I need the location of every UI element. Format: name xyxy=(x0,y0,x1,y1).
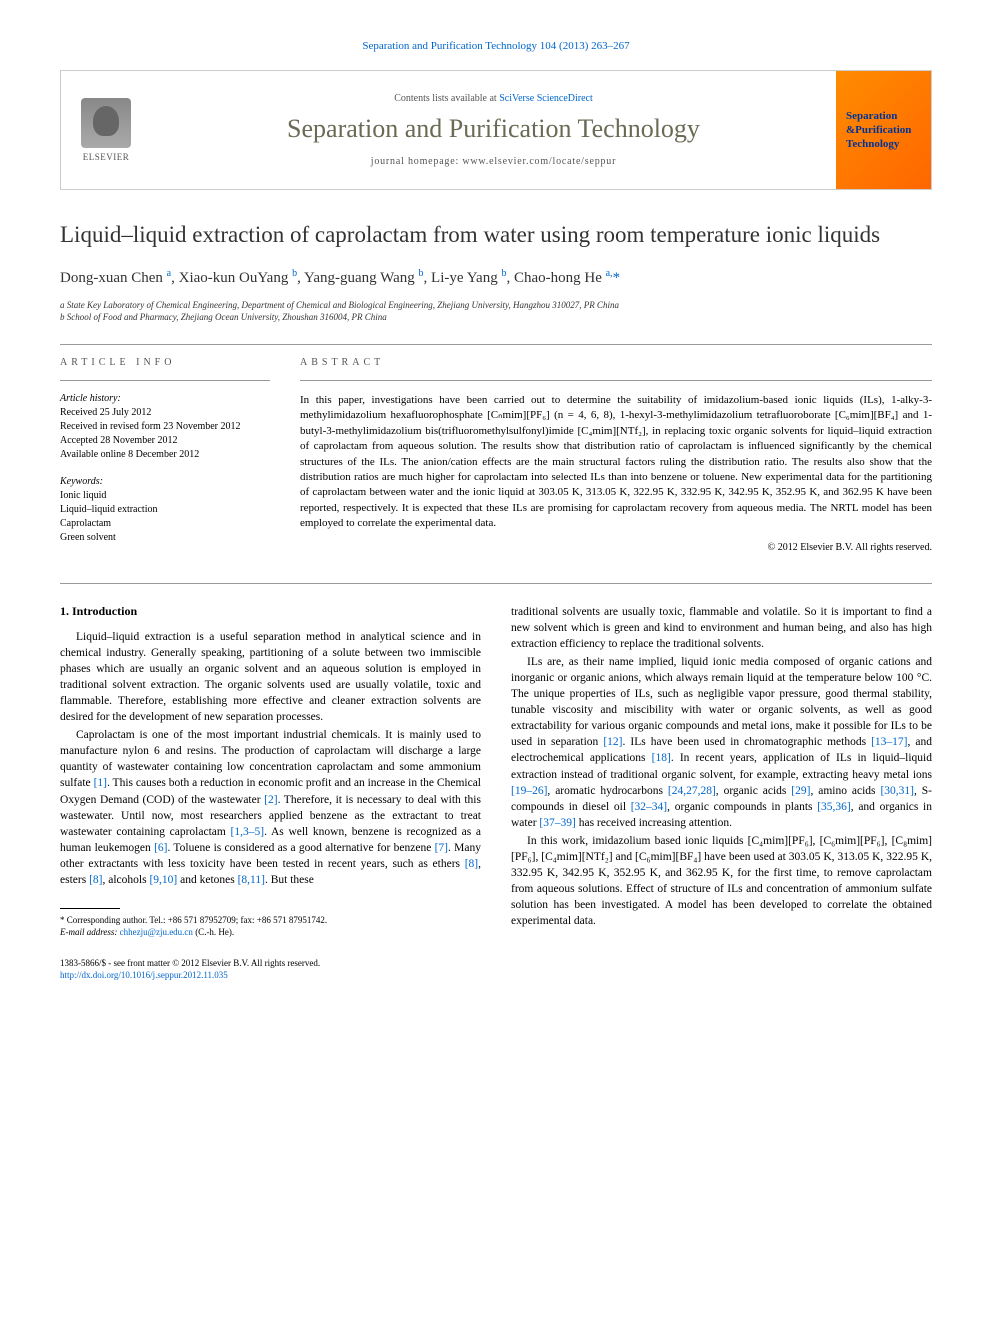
article-info-label: ARTICLE INFO xyxy=(60,357,270,368)
journal-name: Separation and Purification Technology xyxy=(287,114,700,144)
body-para: In this work, imidazolium based ionic li… xyxy=(511,833,932,930)
cover-line: Separation xyxy=(846,109,921,123)
divider xyxy=(60,380,270,381)
keywords-list: Ionic liquid Liquid–liquid extraction Ca… xyxy=(60,489,270,545)
history-label: Article history: xyxy=(60,393,270,404)
abstract-col: ABSTRACT In this paper, investigations h… xyxy=(300,357,932,553)
homepage-line: journal homepage: www.elsevier.com/locat… xyxy=(371,156,616,167)
keyword-item: Liquid–liquid extraction xyxy=(60,503,270,517)
abstract-label: ABSTRACT xyxy=(300,357,932,368)
right-column: traditional solvents are usually toxic, … xyxy=(511,604,932,982)
article-info-col: ARTICLE INFO Article history: Received 2… xyxy=(60,357,270,553)
authors-line: Dong-xuan Chen a, Xiao-kun OuYang b, Yan… xyxy=(60,268,932,287)
email-link[interactable]: chhezju@zju.edu.cn xyxy=(120,927,193,937)
body-para: Liquid–liquid extraction is a useful sep… xyxy=(60,629,481,726)
page-root: Separation and Purification Technology 1… xyxy=(0,0,992,1022)
cover-line: &Purification xyxy=(846,123,921,137)
abstract-copyright: © 2012 Elsevier B.V. All rights reserved… xyxy=(300,542,932,553)
sciencedirect-link[interactable]: SciVerse ScienceDirect xyxy=(499,93,593,104)
info-abstract-row: ARTICLE INFO Article history: Received 2… xyxy=(60,357,932,553)
divider xyxy=(60,583,932,584)
history-item: Available online 8 December 2012 xyxy=(60,448,270,462)
history-item: Received in revised form 23 November 201… xyxy=(60,420,270,434)
section-heading: 1. Introduction xyxy=(60,604,481,619)
masthead: ELSEVIER Contents lists available at Sci… xyxy=(60,70,932,190)
publisher-name: ELSEVIER xyxy=(83,152,130,162)
body-columns: 1. Introduction Liquid–liquid extraction… xyxy=(60,604,932,982)
body-para: Caprolactam is one of the most important… xyxy=(60,727,481,888)
homepage-url[interactable]: www.elsevier.com/locate/seppur xyxy=(462,156,616,167)
divider xyxy=(300,380,932,381)
body-para: ILs are, as their name implied, liquid i… xyxy=(511,654,932,831)
homepage-prefix: journal homepage: xyxy=(371,156,463,167)
keyword-item: Green solvent xyxy=(60,531,270,545)
masthead-center: Contents lists available at SciVerse Sci… xyxy=(151,71,836,189)
footnote-separator xyxy=(60,908,120,909)
email-label: E-mail address: xyxy=(60,927,120,937)
corr-author-line: * Corresponding author. Tel.: +86 571 87… xyxy=(60,915,481,927)
header-citation: Separation and Purification Technology 1… xyxy=(60,40,932,52)
divider xyxy=(60,344,932,345)
affiliation-b: b School of Food and Pharmacy, Zhejiang … xyxy=(60,311,932,324)
left-column: 1. Introduction Liquid–liquid extraction… xyxy=(60,604,481,982)
keyword-item: Ionic liquid xyxy=(60,489,270,503)
affiliation-a: a State Key Laboratory of Chemical Engin… xyxy=(60,299,932,312)
affiliations: a State Key Laboratory of Chemical Engin… xyxy=(60,299,932,324)
cover-line: Technology xyxy=(846,137,921,151)
issn-line: 1383-5866/$ - see front matter © 2012 El… xyxy=(60,958,481,970)
history-list: Received 25 July 2012 Received in revise… xyxy=(60,406,270,462)
doi-link[interactable]: http://dx.doi.org/10.1016/j.seppur.2012.… xyxy=(60,970,481,982)
history-item: Accepted 28 November 2012 xyxy=(60,434,270,448)
keyword-item: Caprolactam xyxy=(60,517,270,531)
history-item: Received 25 July 2012 xyxy=(60,406,270,420)
email-suffix: (C.-h. He). xyxy=(193,927,234,937)
bottom-bar: 1383-5866/$ - see front matter © 2012 El… xyxy=(60,958,481,981)
article-title: Liquid–liquid extraction of caprolactam … xyxy=(60,220,932,250)
contents-prefix: Contents lists available at xyxy=(394,93,499,104)
body-para: traditional solvents are usually toxic, … xyxy=(511,604,932,652)
publisher-block: ELSEVIER xyxy=(61,71,151,189)
keywords-label: Keywords: xyxy=(60,476,270,487)
corresponding-footnote: * Corresponding author. Tel.: +86 571 87… xyxy=(60,915,481,938)
journal-cover-thumb: Separation &Purification Technology xyxy=(836,71,931,189)
abstract-text: In this paper, investigations have been … xyxy=(300,393,932,532)
email-line: E-mail address: chhezju@zju.edu.cn (C.-h… xyxy=(60,927,481,939)
contents-line: Contents lists available at SciVerse Sci… xyxy=(394,93,593,104)
elsevier-tree-icon xyxy=(81,98,131,148)
